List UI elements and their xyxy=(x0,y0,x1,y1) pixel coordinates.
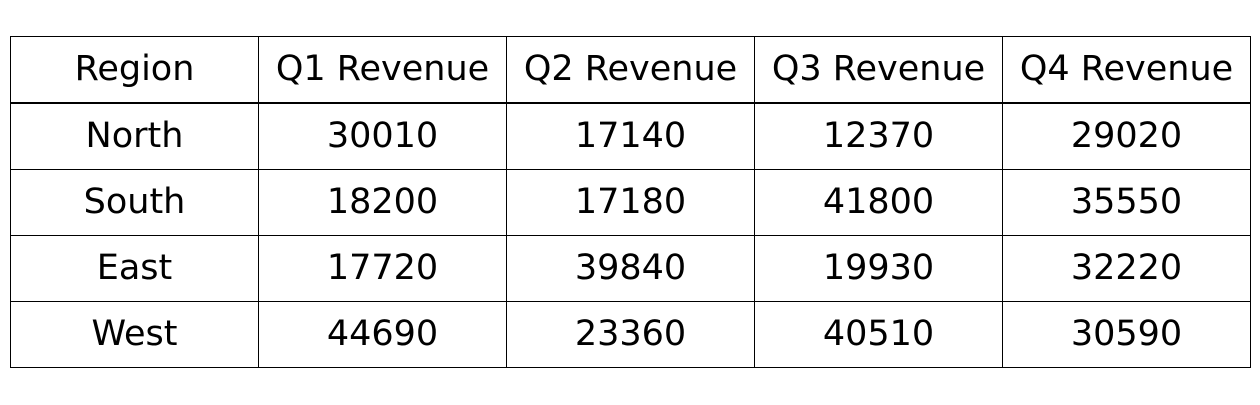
cell-q4-revenue: 32220 xyxy=(1002,235,1251,302)
header-cell-region: Region xyxy=(10,36,259,104)
cell-region: North xyxy=(10,102,259,170)
cell-q3-revenue: 41800 xyxy=(754,169,1003,236)
revenue-table-container: Region Q1 Revenue Q2 Revenue Q3 Revenue … xyxy=(10,36,1251,368)
cell-q3-revenue: 12370 xyxy=(754,102,1003,170)
header-row: Region Q1 Revenue Q2 Revenue Q3 Revenue … xyxy=(10,36,1251,104)
table-header: Region Q1 Revenue Q2 Revenue Q3 Revenue … xyxy=(10,36,1251,104)
table-row-west: West 44690 23360 40510 30590 xyxy=(10,301,1251,368)
cell-q4-revenue: 35550 xyxy=(1002,169,1251,236)
header-cell-q2-revenue: Q2 Revenue xyxy=(506,36,755,104)
table-row-east: East 17720 39840 19930 32220 xyxy=(10,235,1251,302)
cell-q3-revenue: 19930 xyxy=(754,235,1003,302)
cell-q1-revenue: 17720 xyxy=(258,235,507,302)
table-row-south: South 18200 17180 41800 35550 xyxy=(10,169,1251,236)
cell-q2-revenue: 17180 xyxy=(506,169,755,236)
cell-q2-revenue: 23360 xyxy=(506,301,755,368)
table-row-north: North 30010 17140 12370 29020 xyxy=(10,102,1251,170)
cell-q4-revenue: 29020 xyxy=(1002,102,1251,170)
header-cell-q4-revenue: Q4 Revenue xyxy=(1002,36,1251,104)
table-body: North 30010 17140 12370 29020 South 1820… xyxy=(10,102,1251,368)
cell-q2-revenue: 39840 xyxy=(506,235,755,302)
header-cell-q3-revenue: Q3 Revenue xyxy=(754,36,1003,104)
cell-q1-revenue: 30010 xyxy=(258,102,507,170)
revenue-table: Region Q1 Revenue Q2 Revenue Q3 Revenue … xyxy=(10,36,1251,368)
header-cell-q1-revenue: Q1 Revenue xyxy=(258,36,507,104)
cell-q2-revenue: 17140 xyxy=(506,102,755,170)
cell-region: East xyxy=(10,235,259,302)
cell-q3-revenue: 40510 xyxy=(754,301,1003,368)
cell-q4-revenue: 30590 xyxy=(1002,301,1251,368)
cell-region: South xyxy=(10,169,259,236)
cell-q1-revenue: 44690 xyxy=(258,301,507,368)
cell-region: West xyxy=(10,301,259,368)
cell-q1-revenue: 18200 xyxy=(258,169,507,236)
